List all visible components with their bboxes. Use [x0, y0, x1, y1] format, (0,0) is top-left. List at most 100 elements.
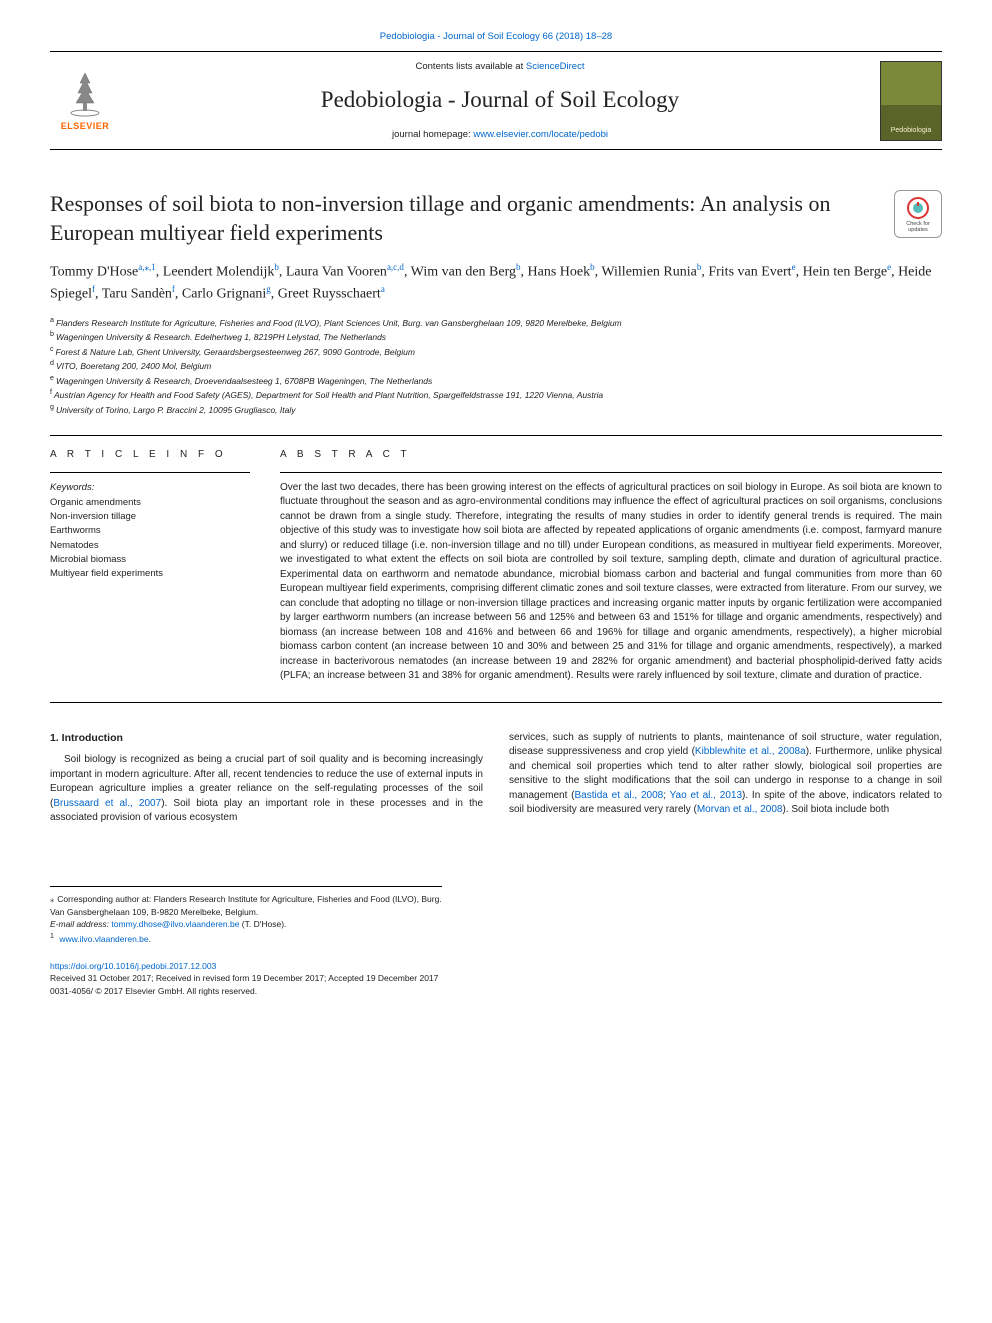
aff-text: Wageningen University & Research, Droeve…	[56, 376, 432, 386]
abstract-heading: A B S T R A C T	[280, 448, 942, 462]
affiliation: bWageningen University & Research. Edelh…	[50, 329, 942, 344]
author: , Willemien Runia	[595, 265, 697, 280]
author: , Frits van Evert	[701, 265, 791, 280]
aff-key: g	[50, 403, 54, 411]
copyright-line: 0031-4056/ © 2017 Elsevier GmbH. All rig…	[50, 985, 942, 998]
aff-key: f	[50, 388, 52, 396]
citation-link[interactable]: Morvan et al., 2008	[697, 804, 783, 815]
elsevier-tree-icon	[60, 68, 110, 118]
aff-key: c	[50, 345, 54, 353]
intro-para-1: Soil biology is recognized as being a cr…	[50, 753, 483, 826]
affiliations-block: aFlanders Research Institute for Agricul…	[50, 315, 942, 417]
aff-text: Austrian Agency for Health and Food Safe…	[54, 390, 603, 400]
author-aff[interactable]: a,c,d	[387, 262, 404, 272]
keywords-list: Organic amendments Non-inversion tillage…	[50, 496, 250, 582]
author: , Laura Van Vooren	[279, 265, 387, 280]
citation-link[interactable]: Yao et al., 2013	[670, 790, 742, 801]
author-list: Tommy D'Hosea,⁎,1, Leendert Molendijkb, …	[50, 261, 942, 304]
journal-cover-label: Pedobiologia	[881, 126, 941, 136]
aff-text: VITO, Boeretang 200, 2400 Mol, Belgium	[56, 361, 211, 371]
check-for-updates-badge[interactable]: Check for updates	[894, 190, 942, 238]
sciencedirect-link[interactable]: ScienceDirect	[526, 61, 585, 72]
keyword: Non-inversion tillage	[50, 510, 250, 524]
affiliation: gUniversity of Torino, Largo P. Braccini…	[50, 402, 942, 417]
homepage-link[interactable]: www.elsevier.com/locate/pedobi	[473, 129, 608, 140]
intro-heading: 1. Introduction	[50, 731, 483, 746]
footnote-1: 1 www.ilvo.vlaanderen.be.	[50, 931, 442, 946]
journal-cover-thumbnail: Pedobiologia	[880, 61, 942, 141]
doi-link[interactable]: https://doi.org/10.1016/j.pedobi.2017.12…	[50, 961, 216, 971]
running-head-citation: Pedobiologia - Journal of Soil Ecology 6…	[50, 30, 942, 43]
elsevier-logo: ELSEVIER	[50, 61, 120, 141]
article-info-heading: A R T I C L E I N F O	[50, 448, 250, 462]
keyword: Microbial biomass	[50, 553, 250, 567]
email-link[interactable]: tommy.dhose@ilvo.vlaanderen.be	[111, 919, 239, 929]
journal-name: Pedobiologia - Journal of Soil Ecology	[132, 84, 868, 116]
email-suffix: (T. D'Hose).	[239, 919, 286, 929]
aff-key: d	[50, 359, 54, 367]
author: , Hans Hoek	[521, 265, 591, 280]
corresponding-author-note: ⁎Corresponding author at: Flanders Resea…	[50, 893, 442, 919]
aff-key: e	[50, 374, 54, 382]
abstract-col: A B S T R A C T Over the last two decade…	[280, 448, 942, 684]
article-info-col: A R T I C L E I N F O Keywords: Organic …	[50, 448, 250, 684]
fn-text: Corresponding author at: Flanders Resear…	[50, 894, 442, 917]
article-title: Responses of soil biota to non-inversion…	[50, 190, 874, 247]
citation-link[interactable]: Kibblewhite et al., 2008a	[695, 746, 806, 757]
fn-marker: 1	[50, 932, 54, 940]
aff-key: a	[50, 316, 54, 324]
keyword: Nematodes	[50, 539, 250, 553]
citation-link[interactable]: Pedobiologia - Journal of Soil Ecology 6…	[380, 31, 612, 42]
info-abstract-row: A R T I C L E I N F O Keywords: Organic …	[50, 448, 942, 684]
email-label: E-mail address:	[50, 919, 111, 929]
fn-marker: ⁎	[50, 894, 54, 904]
fn-suffix: .	[149, 934, 151, 944]
body-col-right: services, such as supply of nutrients to…	[509, 731, 942, 826]
homepage-line: journal homepage: www.elsevier.com/locat…	[132, 128, 868, 141]
footer-block: https://doi.org/10.1016/j.pedobi.2017.12…	[50, 960, 942, 998]
author: , Taru Sandèn	[95, 287, 172, 302]
author: Tommy D'Hose	[50, 265, 138, 280]
affiliation: cForest & Nature Lab, Ghent University, …	[50, 344, 942, 359]
homepage-prefix: journal homepage:	[392, 129, 473, 140]
keyword: Earthworms	[50, 524, 250, 538]
intro-para-1-cont: services, such as supply of nutrients to…	[509, 731, 942, 818]
journal-header: ELSEVIER Contents lists available at Sci…	[50, 51, 942, 150]
affiliation: aFlanders Research Institute for Agricul…	[50, 315, 942, 330]
author: , Greet Ruysschaert	[271, 287, 381, 302]
keyword: Multiyear field experiments	[50, 567, 250, 581]
elsevier-wordmark: ELSEVIER	[61, 120, 110, 133]
fn1-link[interactable]: www.ilvo.vlaanderen.be	[59, 934, 148, 944]
divider	[50, 435, 942, 436]
citation-link[interactable]: Bastida et al., 2008	[575, 790, 664, 801]
updates-line2: updates	[908, 227, 928, 233]
body-col-left: 1. Introduction Soil biology is recogniz…	[50, 731, 483, 826]
divider	[280, 472, 942, 473]
updates-badge-text: Check for updates	[906, 221, 930, 233]
aff-text: Forest & Nature Lab, Ghent University, G…	[56, 347, 415, 357]
citation-link[interactable]: Brussaard et al., 2007	[53, 798, 161, 809]
aff-text: Flanders Research Institute for Agricult…	[56, 317, 622, 327]
keyword: Organic amendments	[50, 496, 250, 510]
footnotes-block: ⁎Corresponding author at: Flanders Resea…	[50, 886, 442, 946]
aff-text: Wageningen University & Research. Edelhe…	[56, 332, 386, 342]
contents-prefix: Contents lists available at	[416, 61, 526, 72]
title-row: Responses of soil biota to non-inversion…	[50, 190, 942, 247]
abstract-text: Over the last two decades, there has bee…	[280, 481, 942, 684]
header-center: Contents lists available at ScienceDirec…	[132, 60, 868, 141]
affiliation: eWageningen University & Research, Droev…	[50, 373, 942, 388]
author: , Carlo Grignani	[175, 287, 266, 302]
author-aff[interactable]: a	[381, 284, 385, 294]
divider	[50, 702, 942, 703]
aff-key: b	[50, 330, 54, 338]
keywords-label: Keywords:	[50, 481, 250, 494]
author: , Wim van den Berg	[404, 265, 516, 280]
author: , Leendert Molendijk	[156, 265, 275, 280]
received-line: Received 31 October 2017; Received in re…	[50, 972, 942, 985]
updates-icon	[906, 196, 930, 220]
author: , Hein ten Berge	[796, 265, 888, 280]
contents-line: Contents lists available at ScienceDirec…	[132, 60, 868, 73]
author-aff[interactable]: a,⁎,1	[138, 262, 156, 272]
divider	[50, 472, 250, 473]
intro-text: ). Soil biota include both	[782, 804, 889, 815]
